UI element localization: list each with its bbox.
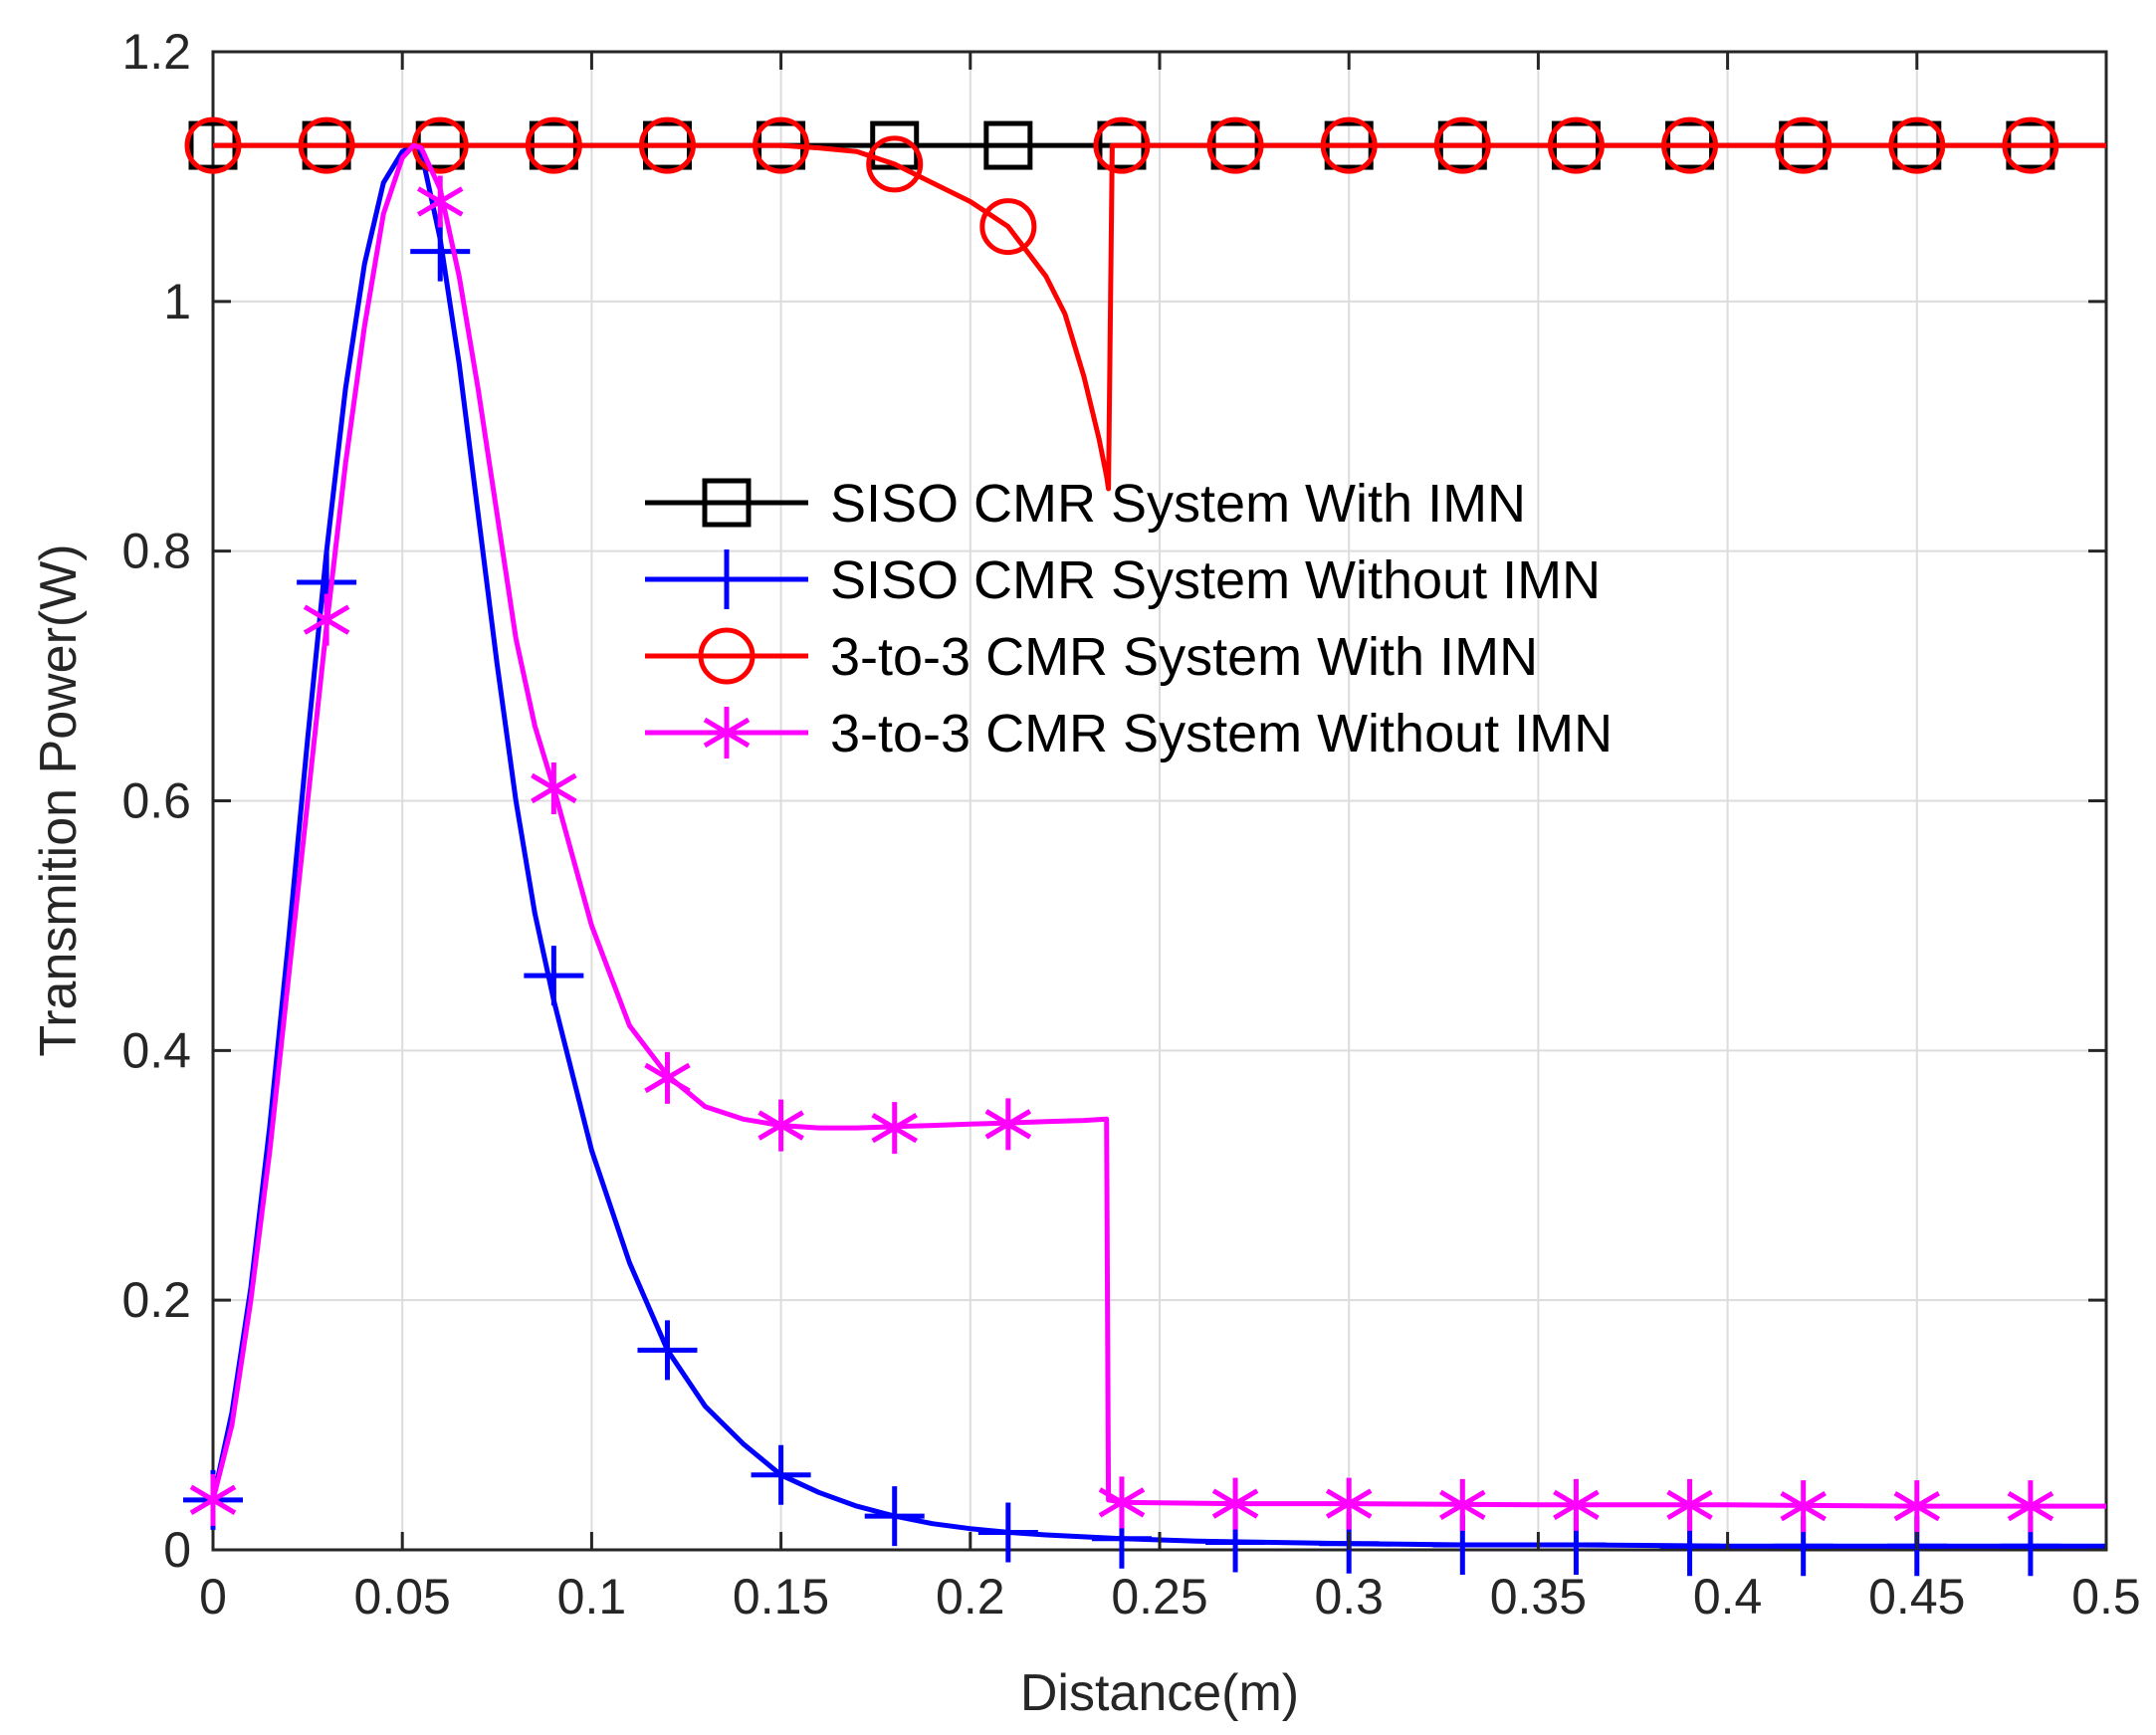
x-tick-label: 0.1 bbox=[557, 1569, 627, 1625]
y-tick-label: 0.2 bbox=[121, 1272, 191, 1328]
series-2-marker bbox=[1093, 116, 1151, 174]
y-axis-label: Transmition Power(W) bbox=[30, 543, 88, 1056]
series-2-marker bbox=[2002, 116, 2059, 174]
legend-entry-3: 3-to-3 CMR System Without IMN bbox=[645, 704, 1613, 763]
x-tick-label: 0.5 bbox=[2071, 1569, 2141, 1625]
y-tick-label: 1 bbox=[163, 274, 191, 329]
series-3-marker bbox=[1666, 1478, 1713, 1531]
series-2-marker bbox=[184, 116, 242, 174]
legend-entry-1: SISO CMR System Without IMN bbox=[645, 549, 1601, 610]
ticks: 0 0.05 0.1 0.15 0.2 0.25 0.3 0.35 0.4 0.45 0.5 0 0.2… bbox=[121, 24, 2140, 1625]
series-3-marker bbox=[1893, 1480, 1941, 1533]
series-3-marker bbox=[416, 175, 464, 228]
series-group-2 bbox=[184, 116, 2106, 492]
series-2-marker bbox=[1206, 116, 1264, 174]
y-tick-label: 0.4 bbox=[121, 1022, 191, 1078]
series-3-marker bbox=[1211, 1477, 1259, 1530]
series-0-marker bbox=[870, 120, 920, 170]
legend-label: SISO CMR System Without IMN bbox=[830, 550, 1601, 610]
series-line-2 bbox=[213, 142, 2106, 492]
series-2-marker bbox=[1433, 116, 1491, 174]
legend-marker bbox=[703, 707, 751, 759]
series-3-marker bbox=[531, 761, 577, 814]
series-3-marker bbox=[871, 1102, 918, 1155]
series-1-marker bbox=[864, 1486, 925, 1547]
series-layer bbox=[183, 116, 2106, 1577]
x-tick-label: 0.4 bbox=[1693, 1569, 1763, 1625]
series-3-marker bbox=[303, 593, 350, 646]
x-tick-label: 0 bbox=[199, 1569, 227, 1625]
series-3-marker bbox=[644, 1051, 691, 1104]
y-tick-label: 1.2 bbox=[121, 24, 191, 80]
series-group-3 bbox=[189, 142, 2106, 1533]
legend-marker bbox=[698, 627, 755, 685]
series-1-marker bbox=[524, 946, 584, 1006]
y-tick-label: 0 bbox=[163, 1522, 191, 1578]
legend: SISO CMR System With IMN SISO CMR System … bbox=[645, 474, 1613, 763]
series-3-marker bbox=[757, 1099, 804, 1152]
legend-entry-2: 3-to-3 CMR System With IMN bbox=[645, 627, 1538, 687]
series-1-marker bbox=[751, 1444, 811, 1505]
series-3-marker bbox=[1098, 1476, 1146, 1529]
series-2-marker bbox=[1888, 116, 1946, 174]
legend-label: SISO CMR System With IMN bbox=[830, 474, 1526, 534]
series-2-marker bbox=[1661, 116, 1719, 174]
x-tick-label: 0.3 bbox=[1314, 1569, 1384, 1625]
series-2-marker bbox=[1320, 116, 1378, 174]
series-1-marker bbox=[410, 221, 471, 282]
series-2-marker bbox=[753, 116, 810, 174]
x-tick-label: 0.05 bbox=[354, 1569, 451, 1625]
series-3-marker bbox=[1780, 1480, 1827, 1533]
series-0-marker bbox=[983, 120, 1033, 170]
series-3-marker bbox=[1439, 1478, 1486, 1531]
series-1-marker bbox=[637, 1320, 698, 1381]
series-2-marker bbox=[298, 116, 355, 174]
y-tick-label: 0.8 bbox=[121, 524, 191, 579]
legend-marker bbox=[697, 549, 756, 609]
series-2-marker bbox=[525, 116, 582, 174]
series-2-marker bbox=[1775, 116, 1833, 174]
legend-entry-0: SISO CMR System With IMN bbox=[645, 474, 1526, 534]
series-2-marker bbox=[866, 135, 924, 193]
series-2-marker bbox=[1547, 116, 1605, 174]
series-3-marker bbox=[1325, 1477, 1373, 1530]
x-tick-label: 0.2 bbox=[936, 1569, 1005, 1625]
legend-marker bbox=[702, 478, 752, 528]
x-tick-label: 0.15 bbox=[733, 1569, 829, 1625]
legend-label: 3-to-3 CMR System With IMN bbox=[830, 627, 1538, 687]
series-2-marker bbox=[979, 198, 1037, 256]
series-3-marker bbox=[189, 1473, 237, 1526]
x-tick-label: 0.25 bbox=[1111, 1569, 1207, 1625]
series-3-marker bbox=[984, 1098, 1032, 1151]
x-tick-label: 0.45 bbox=[1868, 1569, 1965, 1625]
x-tick-label: 0.35 bbox=[1490, 1569, 1587, 1625]
series-1-marker bbox=[977, 1502, 1038, 1563]
series-3-marker bbox=[2007, 1480, 2054, 1533]
legend-label: 3-to-3 CMR System Without IMN bbox=[830, 704, 1613, 763]
x-axis-label: Distance(m) bbox=[1020, 1664, 1299, 1722]
series-2-marker bbox=[638, 116, 696, 174]
series-3-marker bbox=[1553, 1478, 1600, 1531]
series-line-3 bbox=[210, 142, 2106, 1509]
y-tick-label: 0.6 bbox=[121, 773, 191, 829]
